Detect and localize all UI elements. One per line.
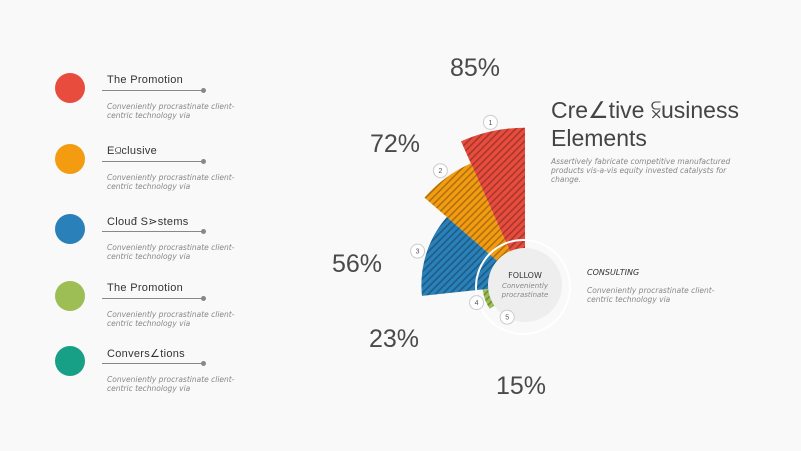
divider	[102, 296, 206, 301]
list-item-desc: Conveniently procrastinate client-centri…	[107, 310, 235, 328]
circle-icon	[55, 214, 85, 244]
sector-marker: 2	[432, 163, 448, 179]
chart-sector[interactable]	[461, 127, 525, 285]
chart-sector[interactable]	[424, 163, 525, 285]
center-sub: procrastinate	[501, 291, 549, 299]
sector-marker-label: 5	[505, 315, 509, 322]
list-item[interactable]: E⫑clusive Conveniently procrastinate cli…	[55, 144, 275, 204]
title-line: Elements	[551, 125, 647, 151]
consulting-desc: Conveniently procrastinate client-centri…	[587, 286, 715, 304]
sector-marker: 3	[410, 243, 426, 259]
list-item-title: E⫑clusive	[107, 145, 158, 157]
divider	[102, 229, 206, 234]
list-item[interactable]: Clouđ S⋗stems Conveniently procrastinate…	[55, 214, 275, 274]
circle-icon	[55, 144, 85, 174]
list-item-desc: Conveniently procrastinate client-centri…	[107, 102, 235, 120]
pct-label: 15%	[496, 372, 547, 400]
sector-marker-label: 1	[488, 120, 492, 127]
list-item-title: Clouđ S⋗stems	[107, 216, 189, 228]
divider	[102, 88, 206, 93]
list-item-title: Convers∠tions	[107, 348, 185, 360]
pct-label: 85%	[450, 54, 501, 82]
list-item-desc: Conveniently procrastinate client-centri…	[107, 173, 235, 191]
list-item-title: The Promotion	[107, 74, 184, 86]
pct-label: 72%	[370, 130, 421, 158]
sector-marker: 4	[469, 295, 485, 311]
center-disc	[488, 248, 562, 322]
divider	[102, 159, 206, 164]
center-ring	[475, 239, 571, 335]
center-label: FOLLOW	[508, 271, 542, 280]
consulting-title: CONSULTING	[587, 268, 640, 277]
circle-icon	[55, 73, 85, 103]
page-title: Cre∠tive ⫁usiness Elements	[551, 96, 739, 152]
sector-marker-label: 3	[416, 249, 420, 256]
sector-marker-label: 4	[475, 300, 479, 307]
sector-marker: 1	[482, 114, 498, 130]
list-item-title: The Promotion	[107, 282, 184, 294]
list-item[interactable]: Convers∠tions Conveniently procrastinate…	[55, 346, 275, 406]
title-line: Cre∠tive ⫁usiness	[551, 97, 739, 123]
pct-label: 23%	[369, 325, 420, 353]
circle-icon	[55, 281, 85, 311]
list-item[interactable]: The Promotion Conveniently procrastinate…	[55, 281, 275, 341]
sector-marker-label: 2	[438, 168, 442, 175]
divider	[102, 361, 206, 366]
list-item-desc: Conveniently procrastinate client-centri…	[107, 243, 235, 261]
page-subtitle: Assertively fabricate competitive manufa…	[551, 157, 731, 184]
list-item-desc: Conveniently procrastinate client-centri…	[107, 375, 235, 393]
pct-label: 56%	[332, 250, 383, 278]
sector-marker: 5	[499, 309, 515, 325]
center-sub: Conveniently	[502, 282, 549, 290]
circle-icon	[55, 346, 85, 376]
list-item[interactable]: The Promotion Conveniently procrastinate…	[55, 73, 275, 133]
